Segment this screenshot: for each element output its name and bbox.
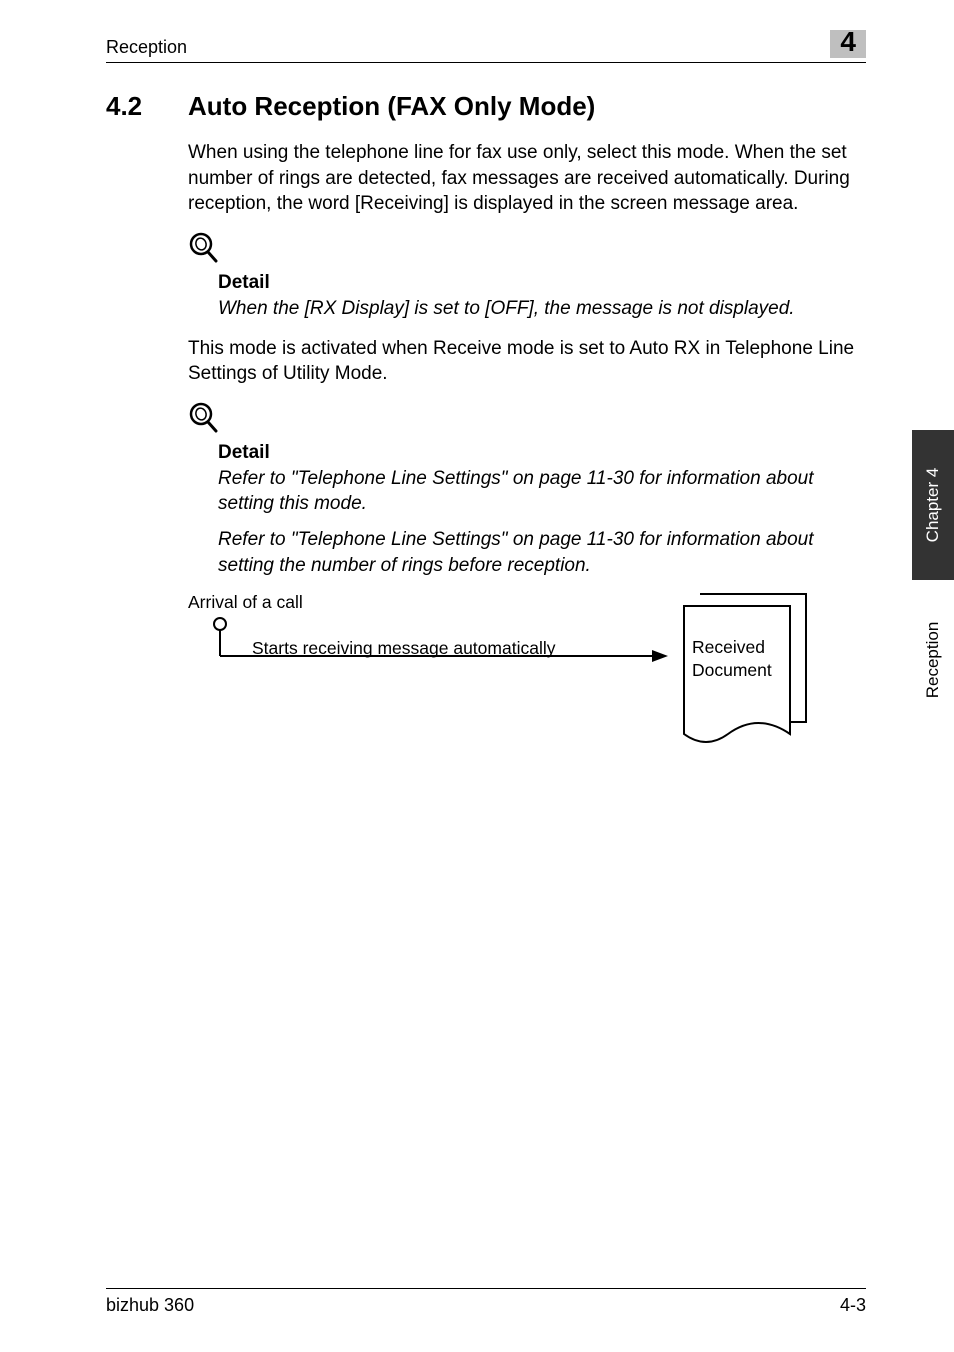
chapter-badge: 4 [830,30,866,58]
detail-text: When the [RX Display] is set to [OFF], t… [218,296,866,322]
activation-paragraph: This mode is activated when Receive mode… [188,336,866,387]
page-footer: bizhub 360 4-3 [106,1288,866,1316]
side-tab-chapter: Chapter 4 [912,430,954,580]
side-tab-section: Reception [912,590,954,730]
section-heading: 4.2 Auto Reception (FAX Only Mode) [106,91,866,122]
section-title: Auto Reception (FAX Only Mode) [188,91,595,122]
side-tab-section-text: Reception [923,622,943,699]
section-number: 4.2 [106,91,188,122]
footer-left: bizhub 360 [106,1295,194,1316]
document-label-line2: Document [692,660,772,680]
detail-text: Refer to "Telephone Line Settings" on pa… [218,527,866,578]
side-tab-chapter-text: Chapter 4 [923,468,943,543]
document-label-line1: Received [692,637,765,657]
detail-text: Refer to "Telephone Line Settings" on pa… [218,466,866,517]
page-header: Reception 4 [106,0,866,63]
detail-label: Detail [218,272,866,294]
detail-label: Detail [218,442,866,464]
arrow-label: Starts receiving message automatically [252,638,555,659]
footer-right: 4-3 [840,1295,866,1316]
detail-block-2: Detail Refer to "Telephone Line Settings… [188,401,866,579]
intro-paragraph: When using the telephone line for fax us… [188,140,866,217]
chapter-number: 4 [840,28,856,58]
magnifier-icon [188,231,220,263]
flow-diagram: Arrival of a call Starts receiving messa… [188,592,866,752]
magnifier-icon [188,401,220,433]
document-label: Received Document [692,636,772,682]
detail-block-1: Detail When the [RX Display] is set to [… [188,231,866,322]
header-section-name: Reception [106,37,187,58]
header-chapter-badge: 4 [830,30,866,58]
page-content: 4.2 Auto Reception (FAX Only Mode) When … [0,63,954,752]
